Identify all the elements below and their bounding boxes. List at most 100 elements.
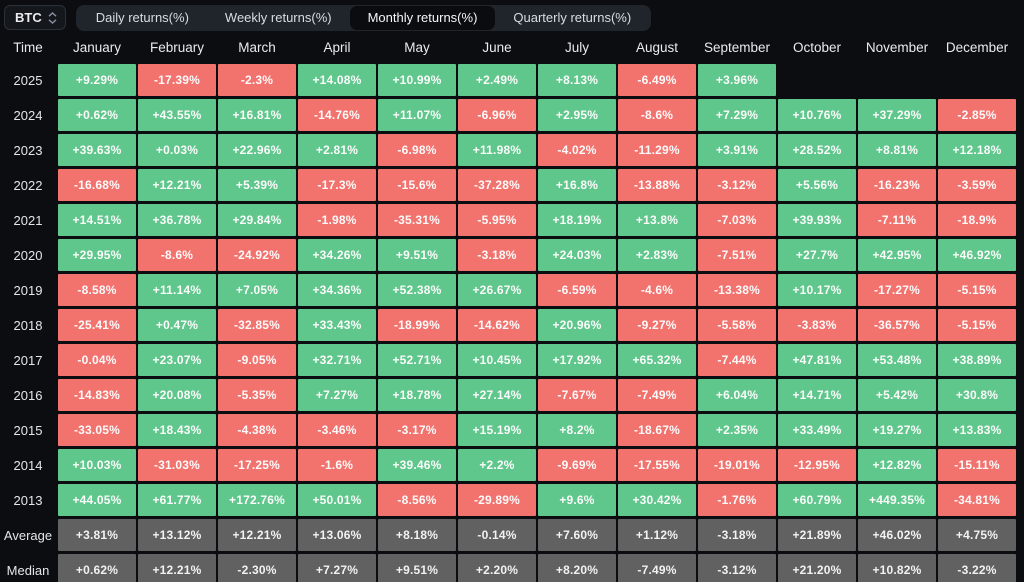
return-cell: -3.18% xyxy=(458,239,536,271)
return-cell: +36.78% xyxy=(138,204,216,236)
return-cell: +7.29% xyxy=(698,99,776,131)
return-cell: +3.91% xyxy=(698,134,776,166)
return-cell: +33.43% xyxy=(298,309,376,341)
return-cell: +18.78% xyxy=(378,379,456,411)
return-cell: +2.35% xyxy=(698,414,776,446)
return-cell: +8.81% xyxy=(858,134,936,166)
asset-selector-value: BTC xyxy=(15,10,42,25)
return-cell: +14.08% xyxy=(298,64,376,96)
return-cell: -0.14% xyxy=(458,519,536,551)
return-cell: -7.11% xyxy=(858,204,936,236)
return-cell: +27.7% xyxy=(778,239,856,271)
return-cell: +30.42% xyxy=(618,484,696,516)
return-cell: -36.57% xyxy=(858,309,936,341)
return-cell: -3.18% xyxy=(698,519,776,551)
return-cell: -17.39% xyxy=(138,64,216,96)
tab-weekly-returns[interactable]: Weekly returns(%) xyxy=(207,6,350,30)
return-cell: +8.2% xyxy=(538,414,616,446)
return-cell: +10.03% xyxy=(58,449,136,481)
return-cell: +22.96% xyxy=(218,134,296,166)
return-cell: +13.8% xyxy=(618,204,696,236)
return-cell: -35.31% xyxy=(378,204,456,236)
tab-quarterly-returns[interactable]: Quarterly returns(%) xyxy=(495,6,649,30)
return-cell: -3.46% xyxy=(298,414,376,446)
return-cell: +23.07% xyxy=(138,344,216,376)
return-cell: -5.15% xyxy=(938,309,1016,341)
return-cell: -17.25% xyxy=(218,449,296,481)
return-cell: +19.27% xyxy=(858,414,936,446)
return-cell: +15.19% xyxy=(458,414,536,446)
asset-selector[interactable]: BTC xyxy=(4,5,66,30)
row-label: 2022 xyxy=(13,177,43,193)
row-label: 2019 xyxy=(13,282,43,298)
return-cell: -18.99% xyxy=(378,309,456,341)
row-label: 2014 xyxy=(13,457,43,473)
month-column-header: August xyxy=(635,39,679,55)
return-cell: -24.92% xyxy=(218,239,296,271)
return-cell: +2.49% xyxy=(458,64,536,96)
return-cell: +38.89% xyxy=(938,344,1016,376)
row-label: 2017 xyxy=(13,352,43,368)
tab-daily-returns[interactable]: Daily returns(%) xyxy=(78,6,207,30)
return-cell: +18.43% xyxy=(138,414,216,446)
month-column-header: March xyxy=(238,39,276,55)
return-cell: +3.96% xyxy=(698,64,776,96)
return-cell: -7.03% xyxy=(698,204,776,236)
return-cell: +7.05% xyxy=(218,274,296,306)
row-label: 2016 xyxy=(13,387,43,403)
return-cell: -5.35% xyxy=(218,379,296,411)
row-label: 2018 xyxy=(13,317,43,333)
return-cell: -14.83% xyxy=(58,379,136,411)
return-cell: -2.85% xyxy=(938,99,1016,131)
return-cell: -2.3% xyxy=(218,64,296,96)
return-cell: -7.51% xyxy=(698,239,776,271)
return-cell: -0.04% xyxy=(58,344,136,376)
return-cell: -4.02% xyxy=(538,134,616,166)
return-cell: -3.59% xyxy=(938,169,1016,201)
return-cell: +1.12% xyxy=(618,519,696,551)
return-cell: -8.6% xyxy=(618,99,696,131)
toolbar: BTC Daily returns(%) Weekly returns(%) M… xyxy=(0,0,1024,31)
return-cell: +33.49% xyxy=(778,414,856,446)
return-cell xyxy=(858,64,936,96)
return-cell: +50.01% xyxy=(298,484,376,516)
return-cell: -3.12% xyxy=(698,554,776,582)
return-cell: -12.95% xyxy=(778,449,856,481)
return-cell: +2.95% xyxy=(538,99,616,131)
return-cell: +65.32% xyxy=(618,344,696,376)
return-cell: +11.07% xyxy=(378,99,456,131)
return-cell: -9.27% xyxy=(618,309,696,341)
return-cell: +26.67% xyxy=(458,274,536,306)
return-cell: +13.06% xyxy=(298,519,376,551)
return-cell: -14.76% xyxy=(298,99,376,131)
monthly-returns-table: Time January February March April May June July… xyxy=(0,33,1024,582)
return-cell: -3.22% xyxy=(938,554,1016,582)
month-column-header: July xyxy=(564,39,589,55)
row-label: 2013 xyxy=(13,492,43,508)
return-cell: +60.79% xyxy=(778,484,856,516)
return-cell: +5.56% xyxy=(778,169,856,201)
month-column-header: January xyxy=(72,39,122,55)
return-cell: +13.12% xyxy=(138,519,216,551)
return-cell: +16.81% xyxy=(218,99,296,131)
return-cell: -32.85% xyxy=(218,309,296,341)
row-label: 2020 xyxy=(13,247,43,263)
return-cell: +11.98% xyxy=(458,134,536,166)
return-cell: +12.21% xyxy=(138,169,216,201)
tab-monthly-returns[interactable]: Monthly returns(%) xyxy=(349,5,496,30)
return-cell: -6.96% xyxy=(458,99,536,131)
row-label: 2021 xyxy=(13,212,43,228)
return-cell: -6.59% xyxy=(538,274,616,306)
return-cell: -13.88% xyxy=(618,169,696,201)
return-cell: -7.67% xyxy=(538,379,616,411)
return-cell: +10.17% xyxy=(778,274,856,306)
return-cell: +14.71% xyxy=(778,379,856,411)
month-column-header: November xyxy=(865,39,929,55)
return-cell: -8.56% xyxy=(378,484,456,516)
return-cell: +34.36% xyxy=(298,274,376,306)
return-cell: -34.81% xyxy=(938,484,1016,516)
return-cell: +0.62% xyxy=(58,554,136,582)
return-cell: +61.77% xyxy=(138,484,216,516)
return-cell xyxy=(938,64,1016,96)
return-cell: +37.29% xyxy=(858,99,936,131)
